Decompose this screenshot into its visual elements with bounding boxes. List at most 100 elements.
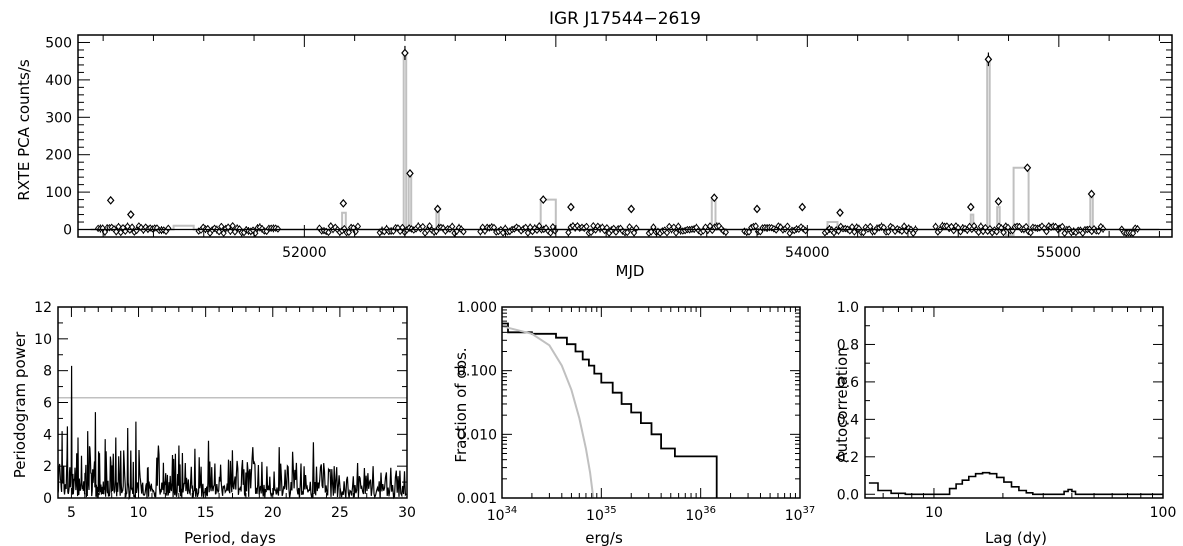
y-axis-label: Fraction of obs. bbox=[452, 347, 470, 462]
y-tick-label: 0 bbox=[43, 491, 52, 507]
plot-frame bbox=[864, 306, 1164, 499]
plot-frame bbox=[77, 34, 1173, 238]
x-tick-label: 5 bbox=[67, 505, 76, 521]
data-point bbox=[565, 228, 572, 237]
data-point bbox=[648, 227, 655, 236]
flare-point bbox=[994, 197, 1003, 206]
data-point bbox=[547, 229, 554, 237]
y-axis-label: RXTE PCA counts/s bbox=[15, 59, 33, 201]
autocorrelation-axes: 0.0 0.2 0.4 0.6 0.8 1.0 10 100 bbox=[837, 300, 1177, 521]
y-tick-label: 100 bbox=[45, 185, 72, 201]
data-point bbox=[993, 227, 1000, 236]
binned-curve bbox=[90, 52, 1160, 237]
flare-point bbox=[401, 48, 409, 58]
data-point bbox=[722, 228, 729, 237]
y-tick-label: 8 bbox=[43, 364, 52, 380]
flare-point bbox=[710, 193, 719, 203]
flare-point bbox=[567, 202, 575, 212]
flare-point bbox=[127, 210, 135, 219]
data-point bbox=[220, 229, 227, 237]
distribution-panel: 0.001 0.010 0.100 1.000 1034 1035 1036 1037 erg… bbox=[452, 300, 815, 546]
y-tick-label: 0.4 bbox=[837, 412, 859, 428]
y-tick-label: 500 bbox=[45, 35, 72, 51]
flare-point bbox=[1023, 163, 1032, 173]
flare-point bbox=[753, 204, 761, 214]
flare-point bbox=[1087, 189, 1096, 199]
chart-title: IGR J17544−2619 bbox=[549, 9, 701, 29]
y-tick-label: 4 bbox=[43, 427, 52, 443]
x-tick-label: 10 bbox=[130, 505, 148, 521]
y-tick-label: 0.001 bbox=[457, 491, 497, 507]
data-point bbox=[204, 224, 211, 233]
x-tick-label: 20 bbox=[264, 505, 282, 521]
x-tick-label: 1035 bbox=[586, 505, 617, 524]
data-point bbox=[663, 228, 671, 237]
y-tick-label: 1.000 bbox=[457, 300, 497, 316]
y-tick-label: 0.8 bbox=[837, 337, 859, 353]
x-tick-label: 1034 bbox=[487, 505, 518, 524]
data-point bbox=[650, 223, 657, 231]
data-point bbox=[460, 227, 467, 236]
y-axis-label: Autocorrelation bbox=[833, 347, 851, 462]
x-axis-label: Period, days bbox=[184, 529, 276, 546]
distribution-axes: 0.001 0.010 0.100 1.000 1034 1035 1036 1037 bbox=[457, 300, 815, 524]
periodogram-trace bbox=[57, 365, 407, 501]
periodogram-axes: 0 2 4 6 8 10 12 5 10 15 20 25 30 bbox=[34, 300, 416, 521]
data-point bbox=[1099, 224, 1107, 233]
autocorrelation-trace bbox=[868, 471, 1163, 496]
data-point bbox=[590, 222, 597, 230]
data-point bbox=[672, 229, 680, 237]
periodogram-panel: 0 2 4 6 8 10 12 5 10 15 20 25 30 Period, days Period… bbox=[11, 300, 416, 546]
x-tick-label: 53000 bbox=[534, 245, 579, 261]
flare-point bbox=[106, 195, 115, 205]
data-point bbox=[128, 223, 136, 231]
y-tick-label: 0.6 bbox=[837, 375, 859, 391]
data-point bbox=[630, 229, 638, 237]
x-tick-label: 10 bbox=[925, 505, 943, 521]
y-tick-label: 0.100 bbox=[457, 364, 497, 380]
y-tick-label: 10 bbox=[34, 332, 52, 348]
observed-distribution-line bbox=[502, 322, 718, 498]
y-tick-label: 0 bbox=[63, 223, 72, 239]
data-point bbox=[1000, 228, 1007, 237]
autocorrelation-panel: 0.0 0.2 0.4 0.6 0.8 1.0 10 100 Lag (dy) Autocor… bbox=[833, 300, 1176, 546]
y-tick-label: 300 bbox=[45, 110, 72, 126]
x-axis-label: MJD bbox=[616, 262, 645, 280]
y-tick-label: 0.2 bbox=[837, 450, 859, 466]
flare-point bbox=[627, 204, 636, 214]
data-point bbox=[851, 228, 858, 236]
data-point bbox=[624, 228, 631, 237]
y-tick-label: 12 bbox=[34, 300, 52, 316]
y-axis-label: Periodogram power bbox=[11, 331, 29, 478]
y-tick-label: 1.0 bbox=[837, 300, 859, 316]
autocorrelation-line bbox=[868, 471, 1163, 496]
plot-frame bbox=[501, 306, 801, 499]
data-point bbox=[345, 228, 353, 237]
flare-point bbox=[836, 208, 844, 218]
y-tick-label: 0.0 bbox=[837, 487, 859, 503]
model-distribution-line bbox=[501, 325, 595, 499]
flare-point bbox=[798, 202, 807, 212]
periodogram-line bbox=[57, 365, 407, 501]
data-point bbox=[745, 228, 753, 236]
y-tick-label: 200 bbox=[45, 148, 72, 164]
x-axis-label: Lag (dy) bbox=[985, 529, 1047, 546]
data-point bbox=[1129, 229, 1137, 237]
flare-point bbox=[433, 204, 442, 214]
y-tick-label: 0.010 bbox=[457, 427, 497, 443]
distribution-curves bbox=[501, 322, 718, 499]
data-point bbox=[1027, 228, 1034, 237]
data-point bbox=[524, 229, 532, 237]
data-point bbox=[229, 222, 236, 230]
x-tick-label: 15 bbox=[197, 505, 215, 521]
y-tick-label: 400 bbox=[45, 73, 72, 89]
x-axis-label: erg/s bbox=[585, 529, 623, 546]
data-point bbox=[1134, 225, 1141, 233]
x-tick-label: 1036 bbox=[685, 505, 716, 524]
data-point bbox=[860, 228, 867, 237]
x-tick-label: 100 bbox=[1150, 505, 1177, 521]
x-tick-label: 52000 bbox=[282, 245, 327, 261]
data-point bbox=[587, 228, 595, 237]
flare-point bbox=[539, 195, 548, 205]
